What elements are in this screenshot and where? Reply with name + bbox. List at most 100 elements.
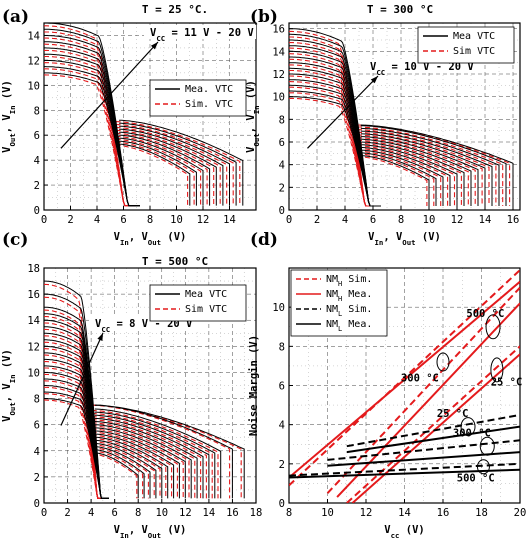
sim-vtc-line (356, 126, 504, 206)
sim-vtc-line (91, 437, 167, 499)
legend-label: Sim VTC (185, 304, 227, 315)
x-tick-label: 6 (370, 214, 376, 226)
mea-vtc-line (360, 136, 479, 206)
legend-label: Mea. VTC (185, 84, 233, 95)
sim-vtc-line (91, 440, 161, 499)
mea-vtc-line (44, 28, 140, 207)
y-tick-label: 4 (34, 155, 40, 167)
sim-vtc-line (356, 153, 435, 206)
mea-vtc-line (119, 137, 204, 206)
x-tick-label: 14 (479, 214, 492, 226)
mea-vtc-line (119, 134, 211, 206)
sim-vtc-line (44, 322, 105, 499)
panel-0: 0 2 4 6 8 10 12 14 0 2 4 6 8 10 12 14 VIn, VOut (V) VOut,… (1, 3, 257, 247)
sim-vtc-line (44, 31, 136, 207)
mea-vtc-line (94, 439, 163, 499)
nm-series-line (336, 302, 520, 498)
y-tick-label: 16 (27, 289, 40, 301)
sim-vtc-line (44, 62, 136, 207)
x-axis-label: VIn, VOut (V) (114, 524, 187, 540)
chart-title: T = 25 °C. (142, 3, 208, 16)
mea-vtc-line (94, 433, 175, 499)
y-tick-label: 6 (279, 381, 285, 393)
x-tick-label: 8 (286, 507, 292, 519)
y-tick-label: 4 (279, 420, 285, 432)
mea-vtc-line (94, 424, 192, 499)
x-axis-label: VIn, VOut (V) (114, 231, 187, 247)
plot-frame (288, 22, 521, 211)
nm-series-line (346, 345, 520, 503)
arrow-line (60, 41, 159, 149)
vtc-curves (44, 23, 244, 207)
sim-vtc-line (91, 419, 202, 499)
group-ellipse (485, 314, 501, 340)
legend: Mea VTC Sim VTC (149, 284, 247, 322)
y-tick-label: 18 (27, 263, 40, 275)
y-tick-label: 2 (279, 182, 285, 194)
y-tick-label: 6 (279, 137, 285, 149)
group-ellipse (490, 357, 504, 383)
legend-label: Mea VTC (453, 31, 495, 42)
legend-label: NML Mea. (326, 319, 372, 333)
x-axis-label: VIn, VOut (V) (368, 231, 441, 247)
y-tick-label: 10 (27, 367, 40, 379)
mea-vtc-line (94, 411, 216, 499)
nm-series-line (289, 269, 520, 487)
sim-vtc-line (289, 97, 376, 207)
sim-vtc-line (115, 141, 195, 206)
sim-vtc-line (44, 37, 136, 207)
mea-vtc-line (360, 149, 444, 206)
sim-vtc-line (115, 144, 189, 206)
sim-vtc-line (115, 135, 208, 206)
arrow-line (60, 332, 104, 426)
x-tick-label: 14 (223, 214, 236, 226)
x-tick-label: 16 (226, 507, 239, 519)
y-tick-label: 14 (27, 315, 40, 327)
sim-vtc-line (44, 399, 105, 499)
sim-vtc-line (91, 412, 213, 499)
y-tick-label: 2 (279, 459, 285, 471)
nm-series-line (327, 451, 520, 467)
mea-vtc-line (94, 443, 157, 499)
y-tick-label: 0 (34, 498, 40, 510)
legend: NMH Sim.NMH Mea.NML Sim.NML Mea. (290, 269, 388, 337)
nm-series-line (346, 413, 520, 448)
sim-vtc-line (91, 449, 144, 499)
mea-vtc-line (94, 414, 210, 499)
annotation-bg (144, 25, 256, 39)
sim-vtc-line (289, 36, 376, 207)
legend-box (149, 79, 247, 117)
mea-vtc-line (119, 119, 244, 206)
x-tick-label: 12 (197, 214, 210, 226)
sim-vtc-line (91, 446, 149, 499)
mea-vtc-line (119, 128, 224, 206)
legend: Mea VTC Sim VTC (417, 26, 515, 64)
panel-label: (d) (250, 230, 278, 250)
panel-label: (b) (250, 7, 278, 27)
x-tick-label: 4 (342, 214, 348, 226)
x-tick-label: 4 (94, 214, 100, 226)
annotation-text: VCC = 10 V - 20 V (370, 61, 474, 77)
legend-box (417, 26, 515, 64)
temp-label: 25 °C (437, 408, 469, 420)
mea-vtc-line (119, 131, 217, 206)
x-tick-label: 10 (170, 214, 183, 226)
x-tick-label: 6 (112, 507, 118, 519)
mea-vtc-line (289, 28, 381, 207)
sim-vtc-line (115, 121, 241, 206)
temp-label: 25 °C (491, 377, 523, 389)
y-tick-label: 10 (272, 302, 285, 314)
x-tick-label: 6 (120, 214, 126, 226)
sim-vtc-line (91, 416, 207, 499)
mea-vtc-line (94, 427, 186, 499)
mea-vtc-line (360, 138, 472, 206)
mea-vtc-line (360, 141, 465, 206)
mea-vtc-line (360, 127, 500, 206)
mea-vtc-line (119, 143, 191, 206)
sim-vtc-line (91, 422, 196, 499)
x-tick-label: 12 (360, 507, 373, 519)
arrow-head (150, 42, 158, 50)
sim-vtc-line (356, 129, 497, 206)
